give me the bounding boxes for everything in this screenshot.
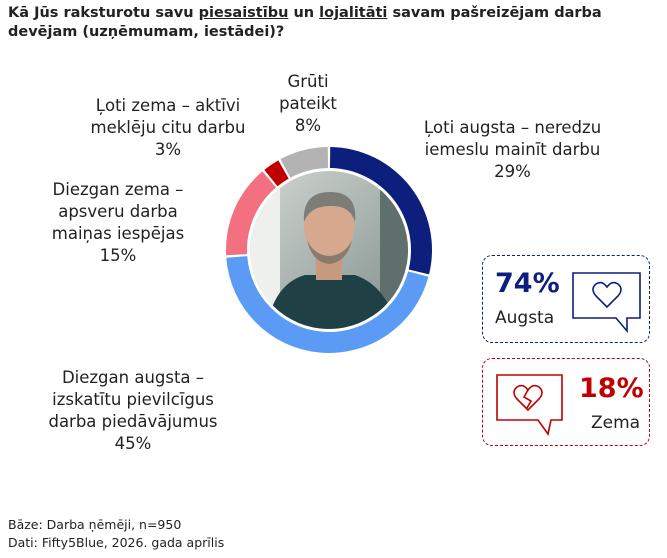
donut-segment <box>280 147 329 178</box>
title-part: un <box>288 5 320 21</box>
footer-base: Bāze: Darba ņēmēji, n=950 <box>8 517 182 532</box>
donut-segment <box>226 171 276 256</box>
value-label: 45% <box>114 434 152 453</box>
segment-label: Diezgan augsta – izskatītu pievilcīgus d… <box>38 367 228 455</box>
icon-broken-heart <box>496 374 563 436</box>
summary-name: Zema <box>591 413 641 433</box>
category-label: Diezgan zema – apsveru darba maiņas iesp… <box>51 180 185 243</box>
donut-segment <box>329 147 432 275</box>
title-part: savam pašreizējam darba devējam (uzņēmum… <box>8 5 602 40</box>
segment-label: Ļoti zema – aktīvi meklēju citu darbu 3% <box>78 95 258 161</box>
category-label: Grūti pateikt <box>279 72 337 113</box>
title-part: piesaistību <box>198 5 289 21</box>
segment-label: Grūti pateikt 8% <box>272 71 344 137</box>
category-label: Ļoti augsta – neredzu iemeslu mainīt dar… <box>423 118 602 159</box>
value-label: 3% <box>154 140 182 159</box>
title: Kā Jūs raksturotu savu piesaistību un lo… <box>8 4 608 42</box>
summary-box: 74% Augsta <box>482 255 650 343</box>
category-label: Ļoti zema – aktīvi meklēju citu darbu <box>90 96 246 137</box>
summary-value: 18% <box>579 373 644 404</box>
category-label: Diezgan augsta – izskatītu pievilcīgus d… <box>48 368 218 431</box>
donut-segment <box>264 160 289 187</box>
value-label: 8% <box>294 116 322 135</box>
summary-value: 74% <box>495 268 560 299</box>
title-part: lojalitāti <box>319 5 388 21</box>
value-label: 29% <box>494 162 531 181</box>
segment-label: Diezgan zema – apsveru darba maiņas iesp… <box>38 179 198 267</box>
icon-heart <box>572 272 641 334</box>
footer-source: Dati: Fifty5Blue, 2026. gada aprīlis <box>8 535 225 550</box>
summary-box: 18% Zema <box>482 358 650 446</box>
summary-name: Augsta <box>495 308 555 328</box>
donut-segment <box>226 256 429 354</box>
title-part: Kā Jūs raksturotu savu <box>8 5 199 21</box>
segment-label: Ļoti augsta – neredzu iemeslu mainīt dar… <box>405 117 620 183</box>
value-label: 15% <box>99 246 137 265</box>
